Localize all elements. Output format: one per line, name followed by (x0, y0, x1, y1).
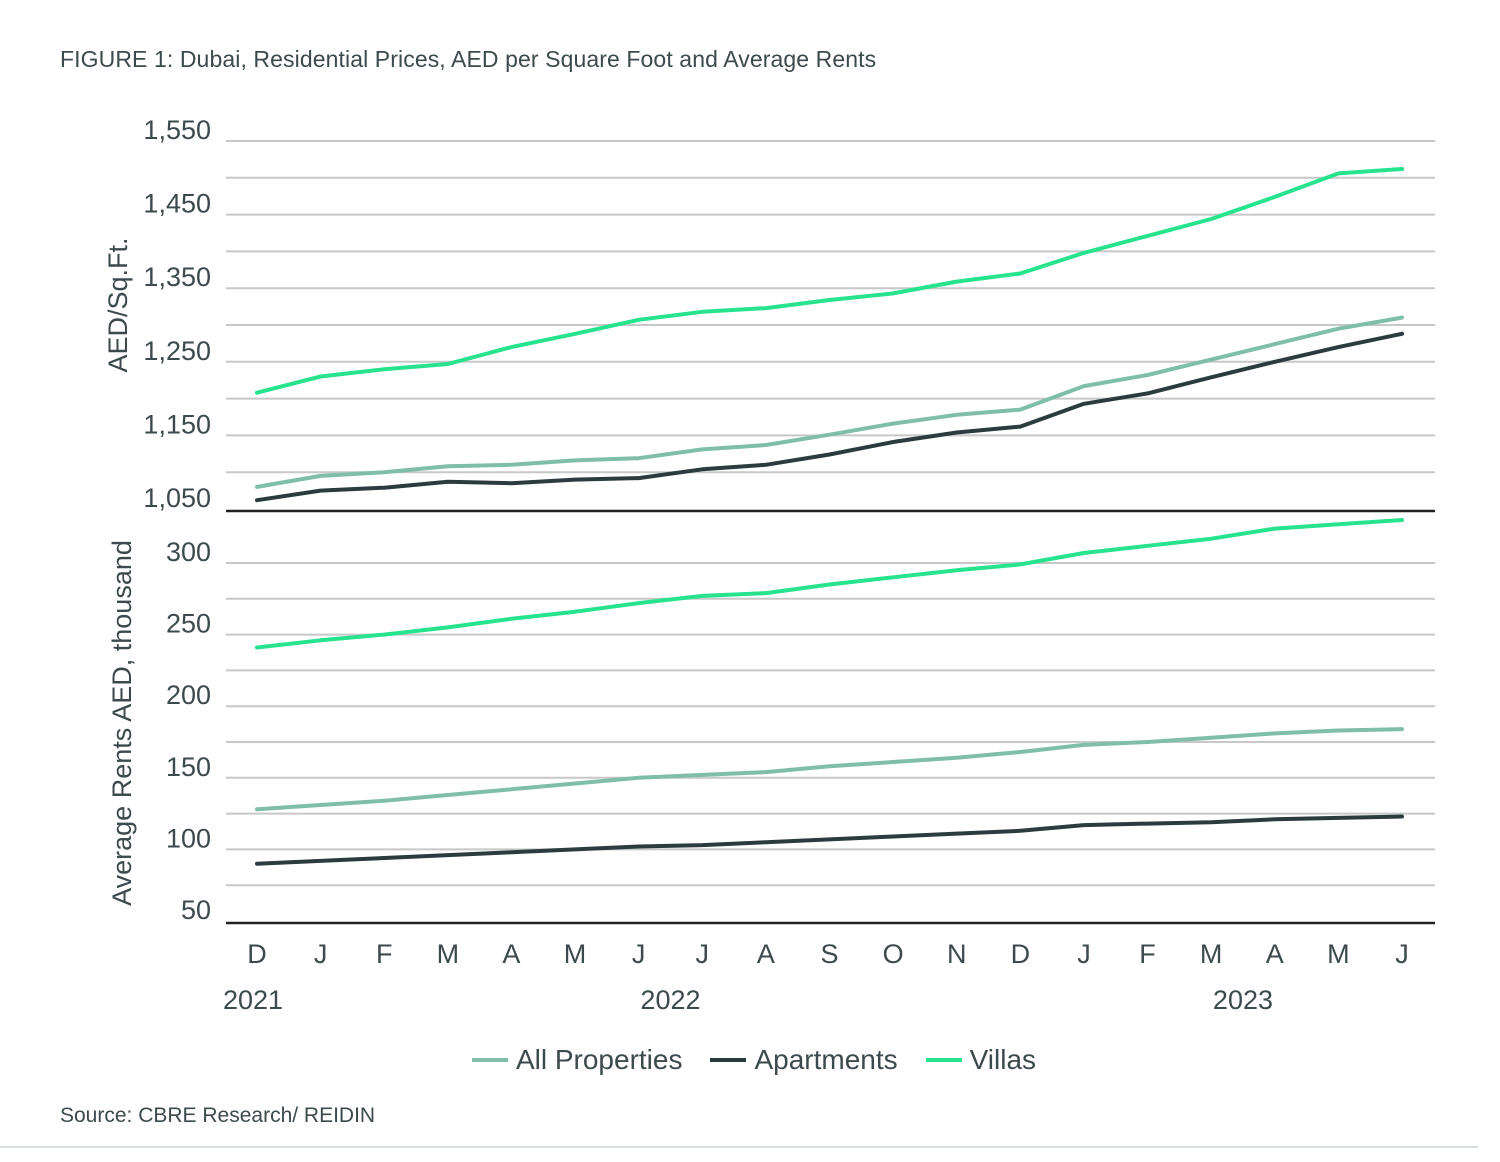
x-tick-label: F (376, 939, 393, 969)
legend-item-villas: Villas (918, 1044, 1036, 1076)
x-tick-label: M (1327, 939, 1350, 969)
y-tick-label-rents: 300 (166, 537, 211, 567)
x-tick-label: M (1200, 939, 1223, 969)
legend: All Properties Apartments Villas (0, 1044, 1500, 1076)
series-line-prices-apartments (255, 331, 1404, 503)
x-tick-label: F (1139, 939, 1156, 969)
year-label: 2021 (223, 985, 283, 1015)
x-tick-label: A (502, 939, 520, 969)
y-axis-title-rents: Average Rents AED, thousand (107, 540, 137, 906)
y-tick-label-rents: 100 (166, 823, 211, 853)
x-tick-label: J (632, 939, 646, 969)
legend-label-villas: Villas (969, 1044, 1037, 1075)
series-line-prices-villas (255, 167, 1404, 395)
x-tick-label: A (1266, 939, 1284, 969)
x-tick-label: N (947, 939, 967, 969)
figure-title: FIGURE 1: Dubai, Residential Prices, AED… (60, 46, 877, 72)
legend-label-all-properties: All Properties (515, 1044, 683, 1075)
y-tick-label-prices: 1,350 (143, 262, 211, 292)
x-tick-label: D (247, 939, 267, 969)
series-line-rents-villas (255, 518, 1404, 650)
y-axis-title-prices: AED/Sq.Ft. (103, 237, 133, 372)
series-line-rents-apartments (255, 814, 1404, 866)
y-tick-label-prices: 1,050 (143, 483, 211, 513)
y-tick-label-prices: 1,550 (143, 115, 211, 145)
year-label: 2022 (640, 985, 700, 1015)
x-tick-label: D (1011, 939, 1031, 969)
series-line-prices-all-properties (255, 315, 1404, 489)
bottom-divider (0, 1146, 1478, 1148)
x-tick-label: M (437, 939, 460, 969)
legend-swatch-apartments (710, 1058, 747, 1062)
x-tick-label: J (1395, 939, 1409, 969)
x-tick-label: J (696, 939, 710, 969)
y-tick-label-prices: 1,250 (143, 336, 211, 366)
x-tick-label: M (564, 939, 587, 969)
legend-swatch-all-properties (471, 1058, 508, 1062)
x-tick-label: J (1077, 939, 1091, 969)
year-label: 2023 (1213, 985, 1273, 1015)
source-note: Source: CBRE Research/ REIDIN (60, 1104, 376, 1127)
legend-swatch-villas (925, 1058, 962, 1062)
legend-label-apartments: Apartments (754, 1044, 898, 1075)
x-tick-label: A (757, 939, 775, 969)
legend-item-all-properties: All Properties (464, 1044, 683, 1076)
line-chart: 1,050 1,150 1,250 1,350 1,450 1,550 AED/Sq.Ft.… (103, 115, 1435, 1015)
y-tick-label-rents: 50 (181, 895, 211, 925)
y-tick-label-rents: 150 (166, 752, 211, 782)
y-tick-label-rents: 200 (166, 680, 211, 710)
y-tick-label-prices: 1,150 (143, 409, 211, 439)
x-tick-label: S (820, 939, 838, 969)
y-tick-label-rents: 250 (166, 609, 211, 639)
x-tick-label: O (883, 939, 904, 969)
legend-item-apartments: Apartments (702, 1044, 898, 1076)
x-tick-label: J (314, 939, 328, 969)
y-tick-label-prices: 1,450 (143, 189, 211, 219)
